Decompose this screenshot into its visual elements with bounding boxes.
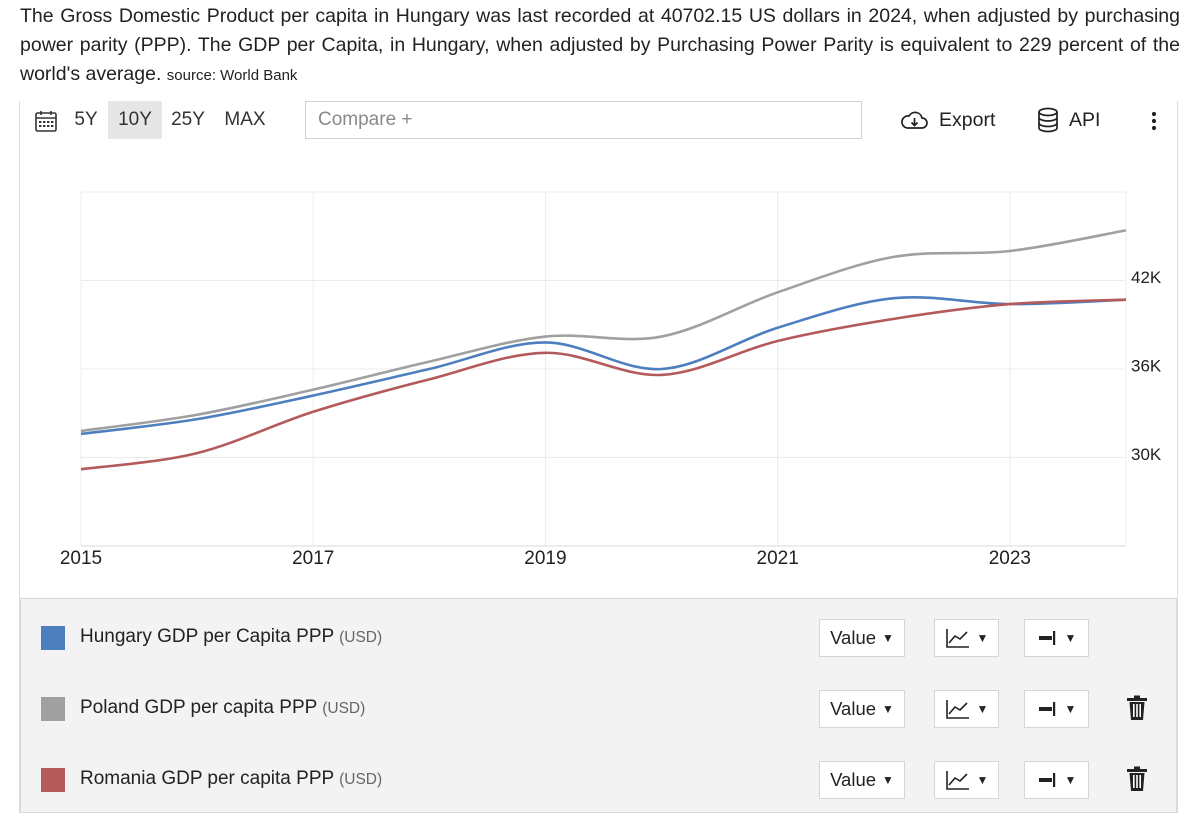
line-chart: 30K 36K 42K 2015 2017 2019 2021 2023 <box>60 191 1162 569</box>
value-dropdown[interactable]: Value ▼ <box>819 619 905 657</box>
x-tick-label: 2015 <box>60 548 102 569</box>
trash-icon[interactable] <box>1126 766 1148 792</box>
x-tick-label: 2017 <box>292 548 334 569</box>
trash-icon[interactable] <box>1126 695 1148 721</box>
x-tick-label: 2019 <box>524 548 566 569</box>
cloud-download-icon <box>901 111 928 129</box>
axis-align-icon <box>1038 631 1055 645</box>
series-legend: Hungary GDP per Capita PPP (USD) Value ▼ ▼ ▼… <box>20 598 1177 813</box>
legend-row-romania: Romania GDP per capita PPP (USD) Value ▼ ▼ ▼ <box>21 744 1176 814</box>
y-tick-label: 36K <box>1131 356 1162 375</box>
series-name[interactable]: Romania GDP per capita PPP (USD) <box>80 768 382 790</box>
caret-down-icon: ▼ <box>882 631 894 645</box>
series-title: Hungary GDP per Capita PPP <box>80 626 334 647</box>
x-tick-label: 2023 <box>989 548 1031 569</box>
series-unit: (USD) <box>339 771 383 788</box>
value-label: Value <box>830 627 877 648</box>
compare-input[interactable] <box>305 101 862 139</box>
caret-down-icon: ▼ <box>976 631 989 645</box>
vertical-dots-icon[interactable] <box>1145 109 1163 133</box>
caret-down-icon: ▼ <box>976 702 989 716</box>
value-label: Value <box>830 698 877 719</box>
database-icon <box>1038 107 1058 133</box>
line-chart-icon <box>945 771 969 790</box>
line-chart-icon <box>945 629 969 648</box>
value-dropdown[interactable]: Value ▼ <box>819 761 905 799</box>
y-tick-label: 42K <box>1131 268 1162 287</box>
chart-type-dropdown[interactable]: ▼ <box>934 619 999 657</box>
series-title: Poland GDP per capita PPP <box>80 697 317 718</box>
source-link[interactable]: source: World Bank <box>166 67 298 84</box>
caret-down-icon: ▼ <box>1064 773 1077 787</box>
series-color-swatch[interactable] <box>41 697 65 721</box>
series-title: Romania GDP per capita PPP <box>80 768 334 789</box>
line-chart-icon <box>945 700 969 719</box>
series-line-poland <box>80 229 1127 433</box>
api-button[interactable]: API <box>1037 101 1100 139</box>
legend-row-hungary: Hungary GDP per Capita PPP (USD) Value ▼ ▼ ▼ <box>21 602 1176 672</box>
x-tick-label: 2021 <box>757 548 799 569</box>
caret-down-icon: ▼ <box>882 702 894 716</box>
value-dropdown[interactable]: Value ▼ <box>819 690 905 728</box>
calendar-icon[interactable] <box>34 109 58 133</box>
axis-dropdown[interactable]: ▼ <box>1024 619 1089 657</box>
range-5y[interactable]: 5Y <box>74 109 98 130</box>
series-line-hungary <box>80 295 1127 436</box>
series-name[interactable]: Poland GDP per capita PPP (USD) <box>80 697 365 719</box>
export-button[interactable]: Export <box>899 101 995 139</box>
range-10y[interactable]: 10Y <box>108 101 162 139</box>
api-label: API <box>1069 108 1101 131</box>
axis-dropdown[interactable]: ▼ <box>1024 761 1089 799</box>
y-tick-label: 30K <box>1131 445 1162 464</box>
caret-down-icon: ▼ <box>882 773 894 787</box>
caret-down-icon: ▼ <box>976 773 989 787</box>
caret-down-icon: ▼ <box>1064 702 1077 716</box>
axis-dropdown[interactable]: ▼ <box>1024 690 1089 728</box>
chart-type-dropdown[interactable]: ▼ <box>934 690 999 728</box>
page-description: The Gross Domestic Product per capita in… <box>20 2 1180 90</box>
series-line-romania <box>80 298 1127 471</box>
description-text: The Gross Domestic Product per capita in… <box>20 5 1180 85</box>
series-color-swatch[interactable] <box>41 768 65 792</box>
caret-down-icon: ▼ <box>1064 631 1077 645</box>
export-label: Export <box>939 108 996 131</box>
axis-align-icon <box>1038 702 1055 716</box>
value-label: Value <box>830 769 877 790</box>
chart-toolbar: 5Y 10Y 25Y MAX Export API <box>20 101 1177 141</box>
series-unit: (USD) <box>339 629 383 646</box>
series-name[interactable]: Hungary GDP per Capita PPP (USD) <box>80 626 382 648</box>
range-25y[interactable]: 25Y <box>171 109 205 130</box>
axis-align-icon <box>1038 773 1055 787</box>
range-max[interactable]: MAX <box>224 109 266 130</box>
chart-type-dropdown[interactable]: ▼ <box>934 761 999 799</box>
legend-row-poland: Poland GDP per capita PPP (USD) Value ▼ ▼ ▼ <box>21 673 1176 743</box>
series-unit: (USD) <box>322 700 366 717</box>
chart-panel: 5Y 10Y 25Y MAX Export API <box>19 101 1178 813</box>
series-color-swatch[interactable] <box>41 626 65 650</box>
